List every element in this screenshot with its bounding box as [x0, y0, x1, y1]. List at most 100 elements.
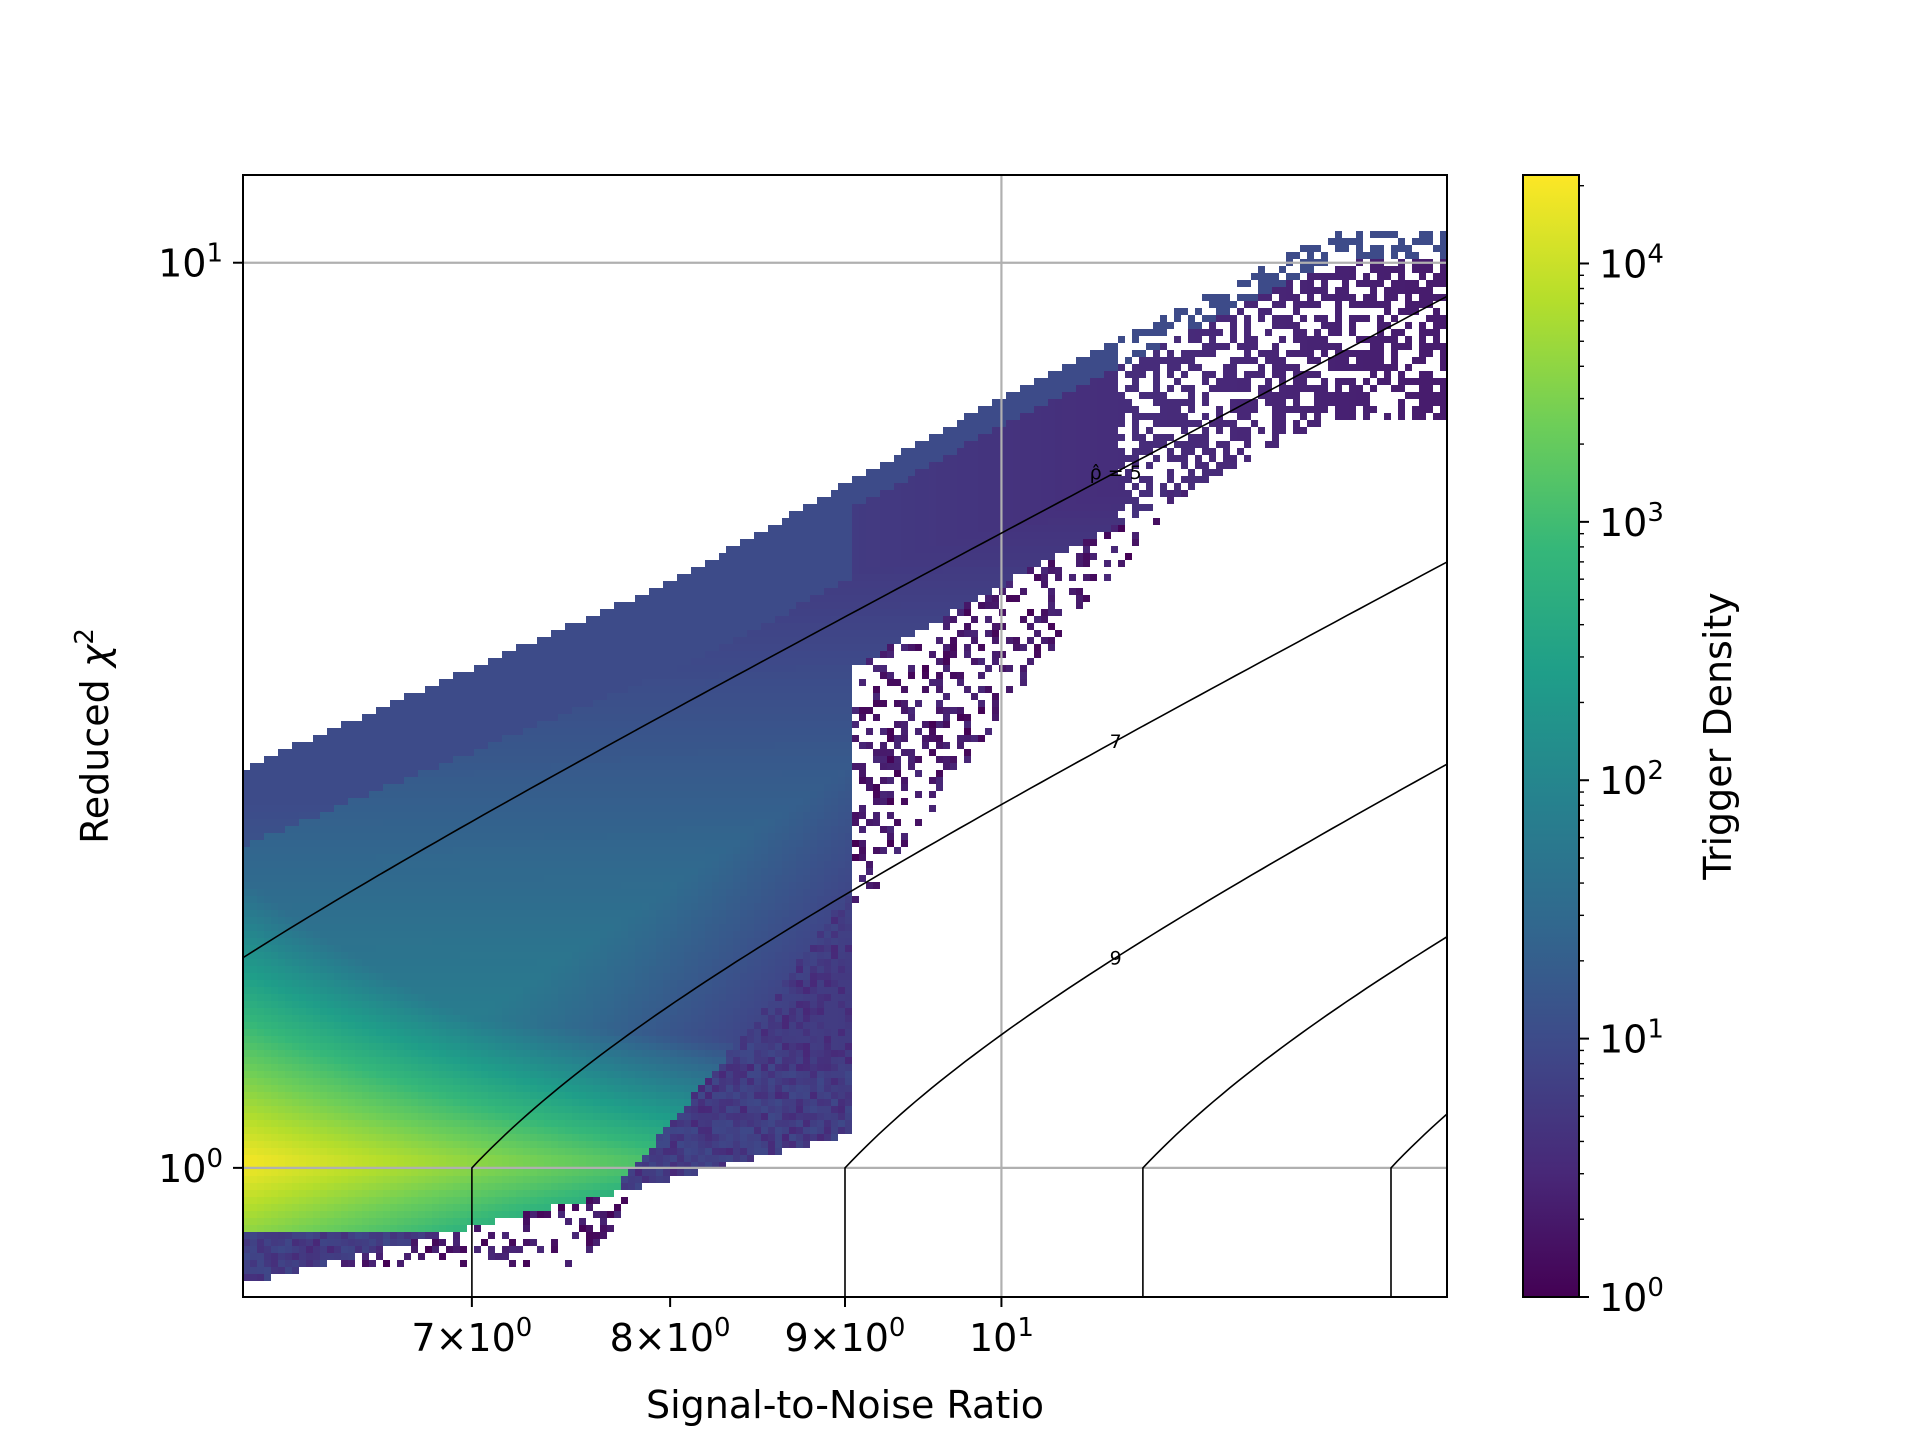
hex-cell: [404, 966, 411, 973]
hex-cell: [327, 805, 334, 812]
hex-cell: [278, 1078, 285, 1085]
hex-cell: [418, 833, 425, 840]
hex-cell: [544, 770, 551, 777]
hex-cell: [488, 1106, 495, 1113]
hex-cell: [537, 1127, 544, 1134]
hex-cell: [488, 980, 495, 987]
hex-cell: [278, 1246, 285, 1253]
hex-cell: [586, 637, 593, 644]
hex-cell: [607, 749, 614, 756]
hex-cell: [551, 763, 558, 770]
hex-cell: [530, 1134, 537, 1141]
hex-cell: [607, 1092, 614, 1099]
hex-cell: [376, 1134, 383, 1141]
hex-cell: [453, 1148, 460, 1155]
hex-cell: [649, 714, 656, 721]
hex-cell: [439, 861, 446, 868]
hex-cell: [278, 1015, 285, 1022]
hex-cell: [558, 742, 565, 749]
hex-cell: [460, 1064, 467, 1071]
hex-cell: [558, 910, 565, 917]
hex-cell: [530, 1211, 537, 1218]
hex-cell: [516, 1148, 523, 1155]
hex-cell: [348, 1036, 355, 1043]
hex-cell: [404, 917, 411, 924]
hex-cell: [264, 1183, 271, 1190]
hex-cell: [537, 1043, 544, 1050]
hex-cell: [432, 1001, 439, 1008]
hex-cell: [257, 1169, 264, 1176]
hex-cell: [572, 756, 579, 763]
hex-cell: [488, 1064, 495, 1071]
hex-cell: [628, 791, 635, 798]
hex-cell: [565, 868, 572, 875]
hex-cell: [404, 798, 411, 805]
hex-cell: [509, 735, 516, 742]
hex-cell: [530, 1183, 537, 1190]
hex-cell: [397, 1050, 404, 1057]
hex-cell: [600, 840, 607, 847]
hex-cell: [334, 959, 341, 966]
hex-cell: [670, 1001, 677, 1008]
hex-cell: [481, 945, 488, 952]
hex-cell: [544, 1204, 551, 1211]
hex-cell: [663, 672, 670, 679]
hex-cell: [537, 1078, 544, 1085]
hex-cell: [257, 1001, 264, 1008]
hex-cell: [586, 826, 593, 833]
hex-cell: [250, 805, 257, 812]
hex-cell: [537, 910, 544, 917]
hex-cell: [663, 896, 670, 903]
hex-cell: [544, 1148, 551, 1155]
hex-cell: [425, 1113, 432, 1120]
hex-cell: [425, 735, 432, 742]
hex-cell: [348, 1148, 355, 1155]
hex-cell: [558, 798, 565, 805]
hex-cell: [341, 1225, 348, 1232]
hex-cell: [614, 805, 621, 812]
hex-cell: [481, 1057, 488, 1064]
hex-cell: [516, 952, 523, 959]
hex-cell: [523, 1148, 530, 1155]
hex-cell: [523, 784, 530, 791]
hex-cell: [586, 868, 593, 875]
hex-cell: [278, 1183, 285, 1190]
hex-cell: [572, 1127, 579, 1134]
hex-cell: [432, 777, 439, 784]
hex-cell: [495, 896, 502, 903]
hex-cell: [649, 1176, 656, 1183]
hex-cell: [292, 1022, 299, 1029]
hex-cell: [558, 707, 565, 714]
hex-cell: [390, 917, 397, 924]
hex-cell: [628, 686, 635, 693]
hex-cell: [390, 945, 397, 952]
hex-cell: [327, 1197, 334, 1204]
hex-cell: [656, 973, 663, 980]
hex-cell: [502, 1120, 509, 1127]
hex-cell: [495, 994, 502, 1001]
hex-cell: [306, 763, 313, 770]
hex-cell: [586, 623, 593, 630]
hex-cell: [432, 1239, 439, 1246]
hex-cell: [614, 1155, 621, 1162]
hex-cell: [278, 1239, 285, 1246]
hex-cell: [544, 1169, 551, 1176]
hex-cell: [607, 623, 614, 630]
hex-cell: [334, 882, 341, 889]
hex-cell: [523, 735, 530, 742]
hex-cell: [509, 1155, 516, 1162]
hex-cell: [250, 1050, 257, 1057]
hex-cell: [460, 1176, 467, 1183]
hex-cell: [523, 672, 530, 679]
hex-cell: [572, 945, 579, 952]
hex-cell: [250, 1071, 257, 1078]
hex-cell: [635, 1183, 642, 1190]
hex-cell: [390, 763, 397, 770]
hex-cell: [530, 1064, 537, 1071]
hex-cell: [369, 1085, 376, 1092]
hex-cell: [649, 1113, 656, 1120]
hex-cell: [481, 1211, 488, 1218]
hex-cell: [306, 1197, 313, 1204]
hex-cell: [467, 854, 474, 861]
